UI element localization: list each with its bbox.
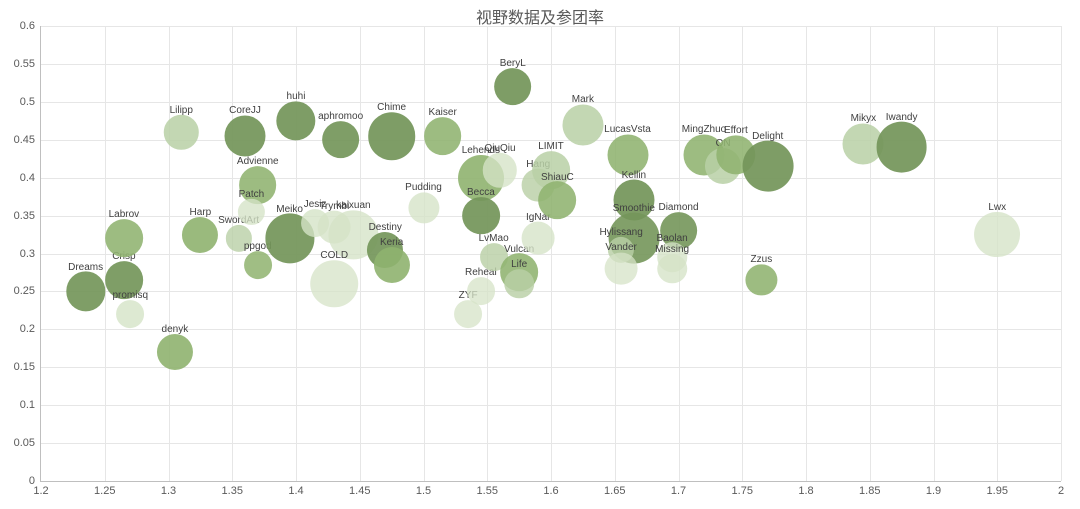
bubble-point[interactable] xyxy=(408,192,439,223)
y-tick-label: 0.1 xyxy=(20,399,41,411)
bubble-point[interactable] xyxy=(605,252,638,285)
bubble-point[interactable] xyxy=(424,117,462,155)
x-tick-label: 1.45 xyxy=(349,485,370,497)
bubble-point[interactable] xyxy=(522,222,555,255)
bubble-point[interactable] xyxy=(310,260,358,308)
bubble-point[interactable] xyxy=(239,166,277,204)
y-tick-label: 0.5 xyxy=(20,96,41,108)
bubble-chart: 视野数据及参团率 00.050.10.150.20.250.30.350.40.… xyxy=(0,0,1080,509)
y-tick-label: 0.3 xyxy=(20,248,41,260)
bubble-point[interactable] xyxy=(742,141,793,192)
bubble-point[interactable] xyxy=(182,216,218,252)
gridline-v xyxy=(742,26,743,481)
bubble-point[interactable] xyxy=(276,101,315,140)
gridline-v xyxy=(169,26,170,481)
bubble-point[interactable] xyxy=(225,115,266,156)
x-tick-label: 1.85 xyxy=(859,485,880,497)
x-tick-label: 1.95 xyxy=(987,485,1008,497)
x-tick-label: 1.25 xyxy=(94,485,115,497)
bubble-point[interactable] xyxy=(974,212,1020,258)
x-tick-label: 1.3 xyxy=(161,485,176,497)
x-tick-label: 1.35 xyxy=(222,485,243,497)
bubble-point[interactable] xyxy=(494,68,532,106)
gridline-v xyxy=(806,26,807,481)
gridline-v xyxy=(551,26,552,481)
bubble-point[interactable] xyxy=(539,182,577,220)
x-tick-label: 1.8 xyxy=(798,485,813,497)
bubble-point[interactable] xyxy=(157,334,193,370)
gridline-v xyxy=(424,26,425,481)
y-tick-label: 0.45 xyxy=(14,134,41,146)
chart-title: 视野数据及参团率 xyxy=(0,4,1080,28)
plot-area: 00.050.10.150.20.250.30.350.40.450.50.55… xyxy=(40,26,1061,482)
bubble-point[interactable] xyxy=(876,122,927,173)
bubble-point[interactable] xyxy=(657,254,687,284)
gridline-v xyxy=(934,26,935,481)
gridline-v xyxy=(105,26,106,481)
y-tick-label: 0.15 xyxy=(14,361,41,373)
y-tick-label: 0.6 xyxy=(20,20,41,32)
x-tick-label: 1.65 xyxy=(604,485,625,497)
x-tick-label: 2 xyxy=(1058,485,1064,497)
y-tick-label: 0.25 xyxy=(14,285,41,297)
y-tick-label: 0.05 xyxy=(14,437,41,449)
bubble-point[interactable] xyxy=(116,300,144,328)
bubble-point[interactable] xyxy=(164,115,198,149)
x-tick-label: 1.55 xyxy=(477,485,498,497)
bubble-point[interactable] xyxy=(467,277,495,305)
x-tick-label: 1.5 xyxy=(416,485,431,497)
bubble-point[interactable] xyxy=(238,199,264,225)
gridline-v xyxy=(1061,26,1062,481)
gridline-v xyxy=(232,26,233,481)
bubble-point[interactable] xyxy=(374,247,410,283)
bubble-point[interactable] xyxy=(462,197,500,235)
bubble-point[interactable] xyxy=(105,219,143,257)
bubble-point[interactable] xyxy=(244,251,272,279)
x-tick-label: 1.7 xyxy=(671,485,686,497)
y-tick-label: 0.4 xyxy=(20,172,41,184)
x-tick-label: 1.6 xyxy=(543,485,558,497)
y-tick-label: 0.2 xyxy=(20,323,41,335)
x-tick-label: 1.9 xyxy=(926,485,941,497)
bubble-point[interactable] xyxy=(368,112,416,160)
bubble-point[interactable] xyxy=(226,225,252,251)
bubble-point[interactable] xyxy=(562,104,603,145)
bubble-point[interactable] xyxy=(607,134,648,175)
bubble-point[interactable] xyxy=(322,121,360,159)
y-tick-label: 0.55 xyxy=(14,58,41,70)
bubble-point[interactable] xyxy=(105,261,143,299)
gridline-v xyxy=(870,26,871,481)
x-tick-label: 1.2 xyxy=(33,485,48,497)
x-tick-label: 1.75 xyxy=(732,485,753,497)
bubble-point[interactable] xyxy=(504,269,534,299)
y-tick-label: 0.35 xyxy=(14,210,41,222)
bubble-point[interactable] xyxy=(66,272,105,311)
x-tick-label: 1.4 xyxy=(288,485,303,497)
bubble-point[interactable] xyxy=(483,153,517,187)
